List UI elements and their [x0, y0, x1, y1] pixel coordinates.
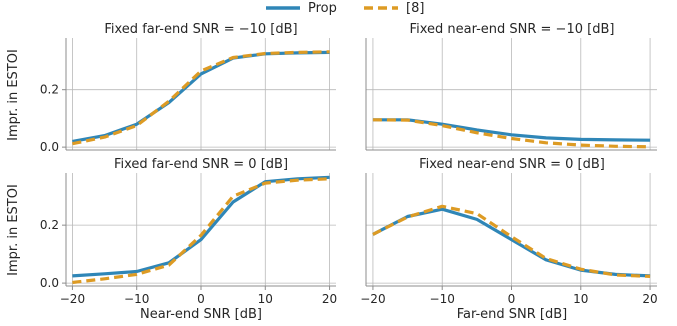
x-tick-label: −10 — [430, 292, 455, 306]
series-line-ref — [72, 50, 330, 146]
legend-ref-label: [8] — [406, 1, 424, 16]
series-line-ref — [372, 118, 651, 149]
plot-area: −20 −10 0 10 20 — [360, 173, 658, 306]
x-tick-label: 10 — [573, 292, 588, 306]
x-tick-label: −20 — [60, 292, 85, 306]
x-tick-label: 10 — [258, 292, 273, 306]
x-tick-label: 20 — [642, 292, 657, 306]
panel-title: Fixed near-end SNR = −10 [dB] — [410, 22, 615, 37]
y-axis-label-bottom: Impr. in ESTOI — [6, 184, 21, 276]
x-tick-label: 0 — [508, 292, 516, 306]
plot-area: 0.0 0.2 −20 −10 0 10 20 — [40, 173, 337, 306]
legend-prop-label: Prop — [308, 1, 337, 16]
y-tick-label: 0.2 — [40, 83, 59, 97]
x-tick-label: −10 — [124, 292, 149, 306]
panel-title: Fixed near-end SNR = 0 [dB] — [419, 157, 605, 172]
x-tick-label: 20 — [322, 292, 337, 306]
panel-bottom-right: Fixed near-end SNR = 0 [dB] −20 −10 0 10 20 — [360, 157, 657, 306]
panel-bottom-left: Fixed far-end SNR = 0 [dB] 0.00.2−20 −10 0… — [40, 157, 337, 306]
y-tick-label: 0.0 — [40, 276, 59, 290]
y-tick-label: 0.2 — [40, 218, 59, 232]
series-line-ref — [72, 177, 330, 285]
panel-top-left: Fixed far-end SNR = −10 [dB] 0.0 0.2 — [40, 22, 336, 154]
plot-area — [365, 38, 657, 151]
panel-title: Fixed far-end SNR = −10 [dB] — [104, 22, 297, 37]
panel-top-right: Fixed near-end SNR = −10 [dB] — [365, 22, 657, 151]
x-axis-label-left: Near-end SNR [dB] — [140, 307, 262, 322]
x-tick-label: −20 — [360, 292, 385, 306]
x-axis-label-right: Far-end SNR [dB] — [457, 307, 568, 322]
y-axis-label-top: Impr. in ESTOI — [6, 49, 21, 141]
panel-title: Fixed far-end SNR = 0 [dB] — [114, 157, 288, 172]
series-line-ref — [372, 204, 651, 278]
plot-area: 0.0 0.2 — [40, 38, 336, 154]
series-line-prop — [72, 175, 330, 278]
legend: Prop [8] — [266, 1, 424, 16]
x-tick-label: 0 — [197, 292, 205, 306]
y-tick-label: 0.0 — [40, 140, 59, 154]
